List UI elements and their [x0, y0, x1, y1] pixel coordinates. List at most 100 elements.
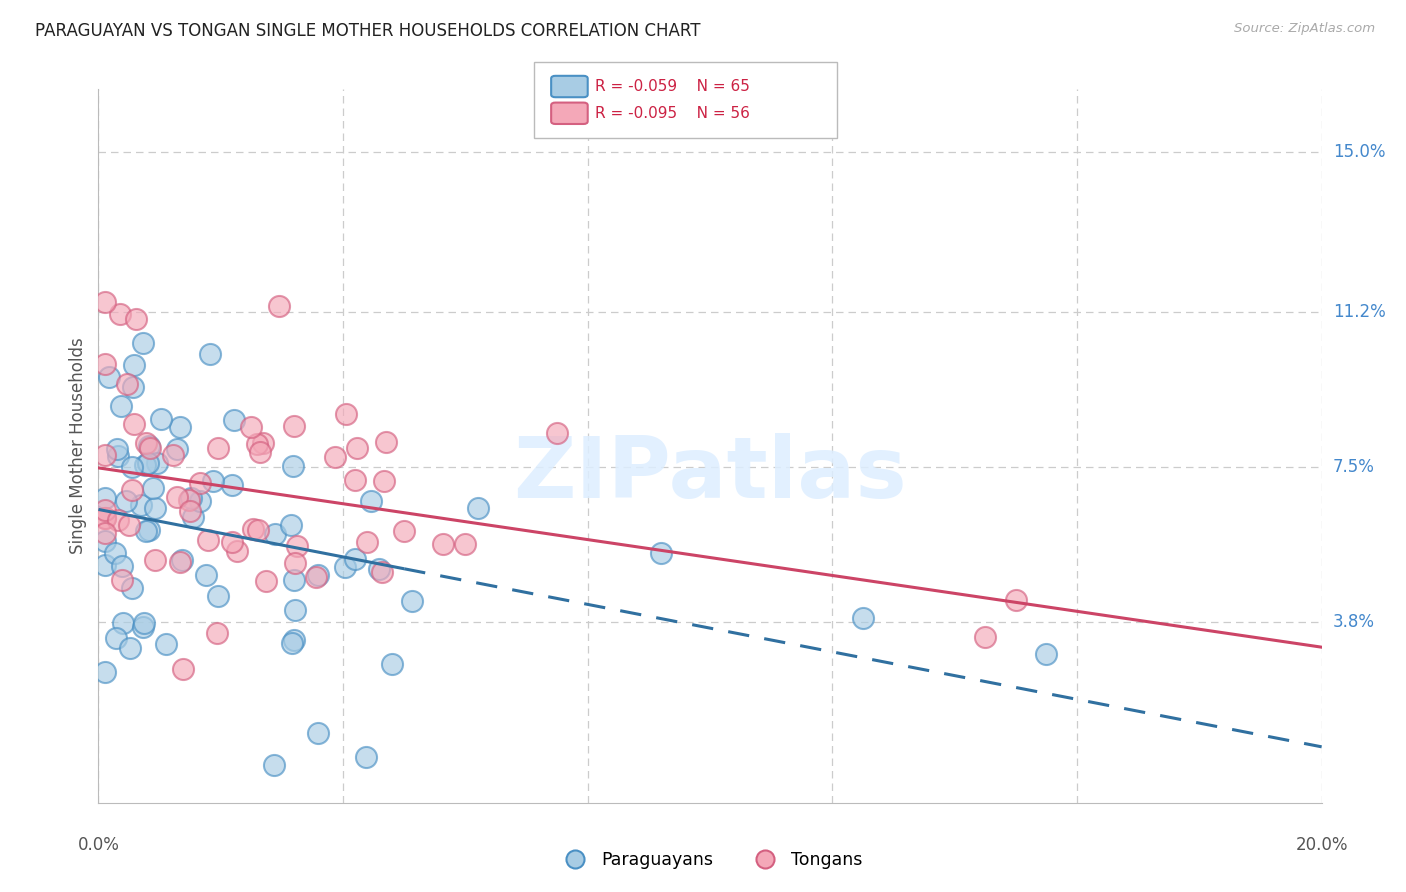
- Point: [194, 568, 217, 582]
- Point: [392, 524, 416, 538]
- Point: [121, 483, 143, 497]
- Point: [546, 426, 568, 441]
- Point: [224, 413, 246, 427]
- Text: 7.5%: 7.5%: [1333, 458, 1375, 476]
- Point: [179, 491, 201, 506]
- Point: [97, 369, 120, 384]
- Text: R = -0.095    N = 56: R = -0.095 N = 56: [595, 106, 749, 120]
- Point: [108, 307, 131, 321]
- Text: 20.0%: 20.0%: [1295, 837, 1348, 855]
- Point: [115, 493, 138, 508]
- Point: [432, 537, 454, 551]
- Point: [179, 504, 201, 518]
- Point: [169, 419, 191, 434]
- Point: [974, 630, 997, 644]
- Point: [249, 445, 271, 459]
- Point: [454, 537, 477, 551]
- Point: [112, 616, 135, 631]
- Point: [132, 615, 155, 630]
- Point: [115, 377, 138, 392]
- Point: [375, 434, 398, 449]
- Point: [284, 603, 307, 617]
- Point: [242, 522, 264, 536]
- Point: [134, 458, 156, 472]
- Point: [93, 511, 115, 525]
- Point: [93, 525, 115, 540]
- Point: [283, 459, 305, 474]
- Point: [139, 442, 162, 456]
- Point: [93, 665, 115, 679]
- Point: [121, 380, 143, 394]
- Point: [370, 565, 392, 579]
- Point: [852, 610, 875, 624]
- Point: [122, 359, 145, 373]
- Point: [149, 412, 172, 426]
- Point: [305, 569, 328, 583]
- Point: [111, 573, 134, 587]
- Point: [285, 539, 308, 553]
- Point: [381, 657, 404, 671]
- Point: [93, 295, 115, 310]
- Point: [650, 546, 672, 560]
- Point: [307, 568, 329, 582]
- Point: [247, 523, 270, 537]
- Point: [367, 561, 389, 575]
- Point: [131, 336, 153, 351]
- Point: [107, 449, 129, 463]
- Point: [135, 435, 157, 450]
- Point: [131, 620, 153, 634]
- Point: [354, 749, 377, 764]
- Point: [188, 476, 211, 491]
- Point: [221, 535, 243, 549]
- Text: PARAGUAYAN VS TONGAN SINGLE MOTHER HOUSEHOLDS CORRELATION CHART: PARAGUAYAN VS TONGAN SINGLE MOTHER HOUSE…: [35, 22, 700, 40]
- Point: [93, 448, 115, 462]
- Point: [138, 523, 160, 537]
- Point: [93, 357, 115, 371]
- Point: [138, 439, 160, 453]
- Point: [283, 573, 305, 587]
- Point: [93, 510, 115, 524]
- Point: [1035, 647, 1057, 661]
- Point: [142, 482, 165, 496]
- Point: [246, 437, 269, 451]
- Point: [107, 512, 129, 526]
- Text: R = -0.059    N = 65: R = -0.059 N = 65: [595, 79, 749, 94]
- Text: Source: ZipAtlas.com: Source: ZipAtlas.com: [1234, 22, 1375, 36]
- Point: [143, 501, 166, 516]
- Point: [118, 517, 141, 532]
- Point: [111, 558, 134, 573]
- Point: [201, 474, 224, 488]
- Text: 15.0%: 15.0%: [1333, 143, 1385, 161]
- Point: [335, 407, 357, 421]
- Point: [121, 581, 143, 595]
- Point: [240, 420, 263, 434]
- Point: [121, 460, 143, 475]
- Point: [254, 574, 277, 589]
- Point: [308, 725, 330, 739]
- Point: [269, 299, 291, 313]
- Point: [284, 557, 307, 571]
- Text: ZIPatlas: ZIPatlas: [513, 433, 907, 516]
- Point: [323, 450, 346, 464]
- Point: [170, 552, 193, 566]
- Point: [146, 457, 169, 471]
- Point: [205, 626, 228, 640]
- Point: [93, 558, 115, 572]
- Point: [360, 494, 382, 508]
- Point: [263, 758, 285, 772]
- Point: [401, 594, 423, 608]
- Point: [356, 534, 378, 549]
- Text: 3.8%: 3.8%: [1333, 614, 1375, 632]
- Point: [225, 544, 247, 558]
- Point: [143, 553, 166, 567]
- Point: [373, 474, 395, 488]
- Point: [104, 546, 127, 560]
- Point: [169, 555, 191, 569]
- Point: [93, 491, 115, 505]
- Point: [181, 510, 204, 524]
- Point: [172, 663, 194, 677]
- Point: [221, 477, 243, 491]
- Point: [93, 534, 115, 549]
- Point: [105, 632, 128, 646]
- Point: [124, 311, 146, 326]
